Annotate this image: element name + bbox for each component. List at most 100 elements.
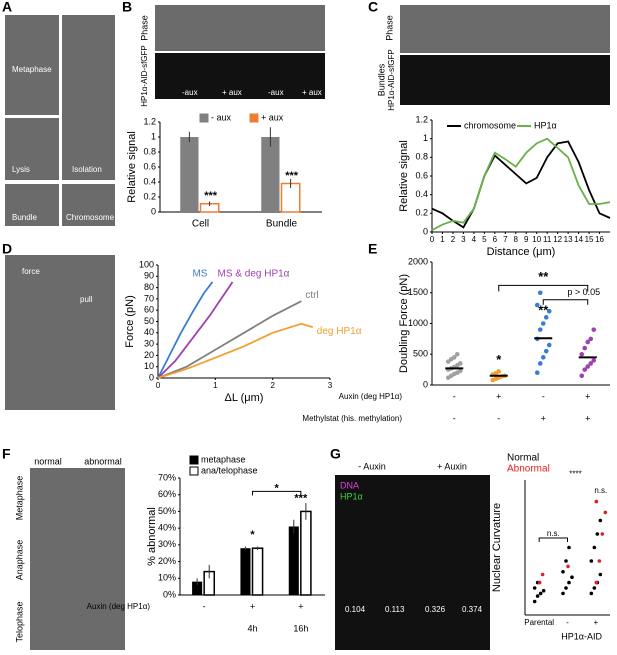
dot — [454, 351, 460, 357]
panel-letter: E — [368, 241, 377, 257]
x-tick-label: Parental — [524, 618, 554, 627]
x-tick-label: 10 — [532, 235, 541, 244]
y-tick-label: 50 — [144, 316, 154, 326]
y-tick-label: 0.4 — [143, 176, 156, 186]
dot — [570, 575, 574, 579]
dot — [537, 361, 543, 366]
row-label: Telophase — [14, 601, 24, 642]
dot — [543, 348, 549, 354]
x-tick-label: Cell — [192, 219, 209, 230]
dot — [603, 510, 608, 515]
x-tick-label: 4h — [247, 623, 257, 633]
x-tick-label: 0 — [156, 381, 161, 390]
x-tick-label: 16h — [293, 623, 308, 633]
y-tick-label: 30% — [158, 539, 176, 549]
y-tick-label: 20 — [144, 350, 154, 360]
annotation: **** — [569, 470, 581, 479]
dot — [591, 327, 597, 332]
x-tick-label: + — [585, 413, 590, 423]
x-tick-label: 3 — [328, 381, 333, 390]
image-label: pull — [80, 295, 93, 304]
x-tick-label: 16 — [595, 235, 604, 244]
row-label: HP1α-AID-sfGFP — [140, 45, 149, 107]
x-tick-label: 4 — [472, 235, 477, 244]
column-label: abnormal — [84, 456, 122, 466]
row-label: Phase — [139, 15, 149, 41]
y-tick-label: 1000 — [408, 318, 428, 328]
bar — [192, 581, 203, 595]
y-tick-label: 500 — [413, 349, 428, 359]
x-tick-label: + — [496, 391, 501, 401]
dot — [594, 499, 599, 504]
group-label: HP1α-AID — [561, 631, 602, 641]
y-tick-label: 60% — [158, 489, 176, 499]
dot — [567, 545, 571, 550]
dot — [564, 559, 568, 563]
y-tick-label: 0.6 — [143, 161, 156, 171]
y-tick-label: 1.2 — [143, 116, 156, 126]
legend-swatch — [249, 113, 259, 123]
dot — [541, 588, 546, 593]
series-label: ctrl — [305, 290, 318, 301]
y-tick-label: 0.6 — [415, 170, 428, 180]
x-tick-label: + — [298, 601, 303, 611]
dot — [592, 545, 597, 550]
condition-label: -aux — [268, 88, 284, 97]
dot — [546, 308, 552, 314]
dot — [598, 518, 603, 523]
x-tick-label: 5 — [482, 235, 487, 244]
dot — [537, 327, 543, 332]
legend-label: Normal — [507, 453, 539, 464]
bar — [180, 137, 199, 212]
image — [62, 184, 115, 226]
dot — [532, 599, 537, 604]
dot — [451, 355, 457, 360]
condition-label: + aux — [302, 88, 322, 97]
y-tick-label: 70 — [144, 293, 154, 303]
x-tick-label: 8 — [514, 235, 519, 244]
x-tick-label: 1 — [440, 235, 445, 244]
x-tick-label: 7 — [503, 235, 508, 244]
panel-letter: C — [368, 0, 378, 15]
panel-letter: F — [2, 446, 11, 462]
series-label: MS & deg HP1α — [218, 269, 290, 280]
x-tick-label: Bundle — [266, 219, 298, 230]
row-label: Auxin (deg HP1α) — [87, 602, 151, 611]
condition-label: -aux — [182, 88, 198, 97]
panel-letter: A — [2, 0, 12, 15]
dot — [592, 586, 597, 590]
y-tick-label: 0.4 — [415, 189, 428, 199]
y-tick-label: 1 — [423, 133, 428, 143]
x-axis-label: ΔL (μm) — [225, 392, 264, 404]
dot — [582, 345, 588, 351]
image-label: force — [22, 267, 40, 276]
x-tick-label: 14 — [574, 235, 583, 244]
x-tick-label: - — [566, 618, 569, 627]
y-tick-label: 2000 — [408, 256, 428, 266]
curvature-label: 0.374 — [462, 605, 483, 614]
image — [400, 5, 610, 53]
image — [5, 255, 115, 410]
column-label: + Auxin — [437, 461, 467, 471]
dot — [496, 369, 502, 374]
y-tick-label: 70% — [158, 472, 176, 482]
legend-label: - aux — [211, 112, 232, 122]
image — [155, 5, 325, 51]
bracket — [252, 490, 302, 496]
row-label: Auxin (deg HP1α) — [339, 392, 403, 401]
line — [431, 137, 611, 231]
row-label: Methylstat (his. methylation) — [302, 414, 402, 423]
image-label: Bundle — [12, 213, 37, 222]
y-tick-label: 20% — [158, 556, 176, 566]
legend-swatch — [199, 113, 209, 123]
legend-label: Abnormal — [507, 464, 550, 475]
row-label: HP1α-AID-sfGFP — [387, 49, 396, 111]
dot — [537, 580, 542, 585]
dot — [585, 339, 591, 345]
bar — [300, 510, 312, 596]
bar — [288, 526, 299, 595]
x-tick-label: 1 — [213, 381, 218, 390]
y-tick-label: 100 — [139, 259, 154, 269]
row-label: Phase — [384, 15, 394, 41]
dot — [537, 290, 543, 296]
